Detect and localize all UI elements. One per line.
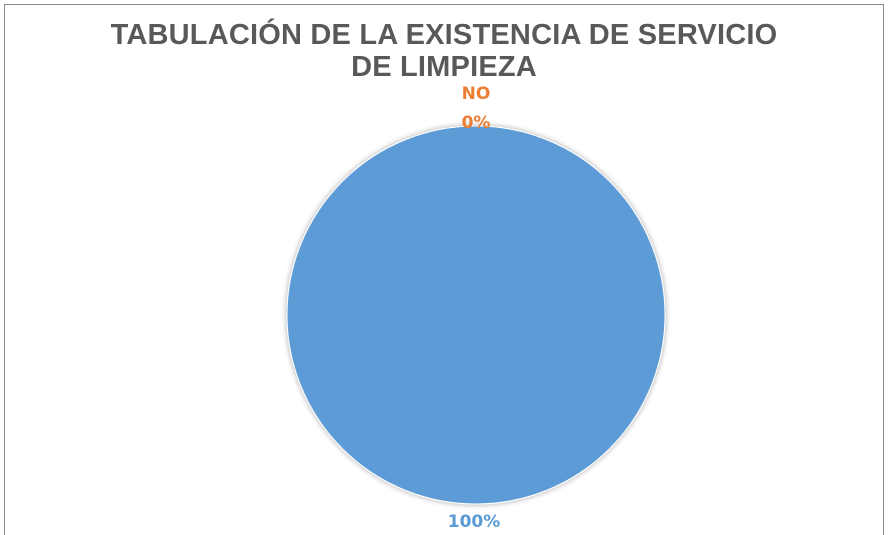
slice-label-no: NO (462, 84, 491, 104)
slice-value-si: 100% (448, 512, 501, 532)
chart-title-line-2: DE LIMPIEZA (351, 51, 537, 83)
slice-label-si: SI (465, 483, 484, 503)
chart-title-line-1: TABULACIÓN DE LA EXISTENCIA DE SERVICIO (110, 19, 778, 51)
chart-title: TABULACIÓN DE LA EXISTENCIA DE SERVICIO … (5, 19, 883, 83)
slice-value-no: 0% (462, 113, 491, 133)
pie-slice-si (286, 125, 666, 505)
pie-slices (286, 125, 666, 505)
